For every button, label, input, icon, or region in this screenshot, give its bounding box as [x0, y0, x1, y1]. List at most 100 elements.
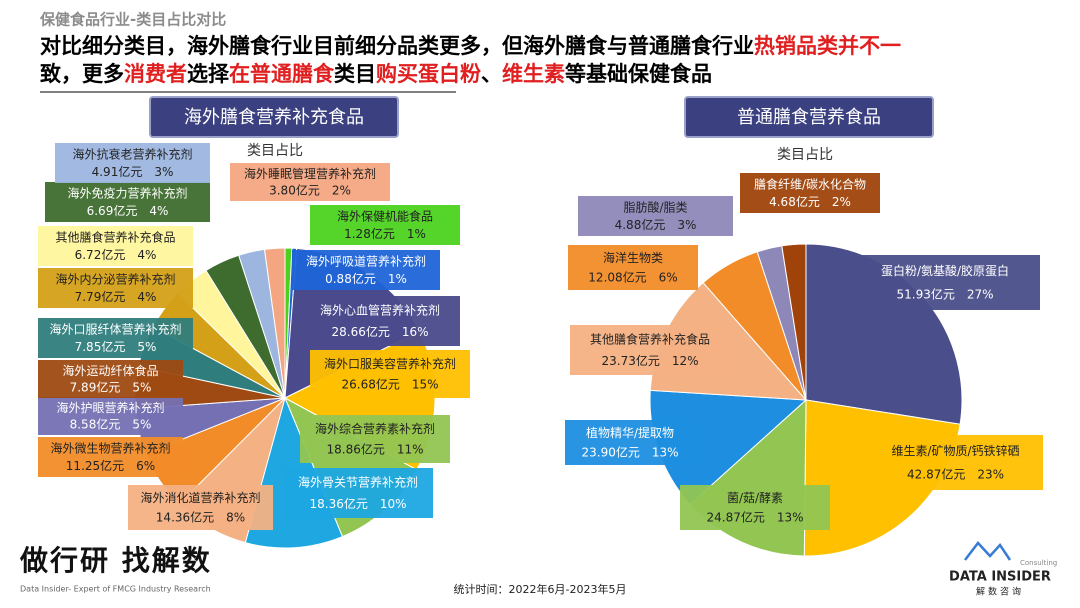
value-label: 7.79亿元: [75, 288, 126, 303]
label-box: [128, 485, 273, 530]
share-label: 4%: [149, 203, 168, 217]
headline: 对比细分类目，海外膳食行业目前细分品类更多，但海外膳食与普通膳食行业热销品类并不…: [40, 34, 901, 58]
slice-value: 8.58亿元 5%: [70, 416, 152, 431]
slice-value: 6.72亿元 4%: [75, 246, 157, 261]
headline-segment: 维生素: [502, 62, 565, 86]
headline-segment: 致，更多: [40, 62, 124, 86]
slice-value: 42.87亿元 23%: [907, 466, 1004, 481]
slice-name: 维生素/矿物质/钙铁锌硒: [891, 444, 1019, 458]
logo-sub: Consulting: [1020, 559, 1057, 567]
share-label: 2%: [332, 183, 351, 197]
share-label: 23%: [977, 467, 1004, 481]
label-box: [565, 420, 695, 465]
share-label: 27%: [967, 287, 994, 301]
value-label: 0.88亿元: [325, 270, 376, 285]
label-box: [310, 350, 470, 398]
slice-name: 海外睡眠管理营养补充剂: [244, 166, 376, 181]
share-label: 11%: [397, 442, 424, 456]
value-label: 4.88亿元: [615, 216, 666, 231]
value-label: 4.68亿元: [769, 193, 820, 208]
slice-name: 海外内分泌营养补充剂: [55, 272, 175, 287]
headline-segment: 类目: [334, 62, 376, 86]
slice-name: 海外口服纤体营养补充剂: [49, 322, 181, 337]
value-label: 6.72亿元: [75, 246, 126, 261]
value-label: 23.90亿元: [581, 444, 639, 459]
slice-name: 海外运动纤体食品: [62, 363, 158, 378]
pie-slice: [781, 243, 807, 401]
label-box: [578, 196, 733, 236]
slice-name: 海外骨关节营养补充剂: [298, 475, 418, 490]
slice-value: 24.87亿元 13%: [706, 509, 803, 524]
slice-value: 6.69亿元 4%: [87, 202, 169, 217]
slice-name: 海外消化道营养补充剂: [140, 490, 260, 505]
label-box: [300, 415, 450, 463]
share-label: 6%: [659, 270, 678, 284]
label-box: [300, 296, 460, 346]
slice-value: 51.93亿元 27%: [896, 286, 993, 301]
label-box: [570, 325, 730, 375]
label-box: [38, 397, 183, 435]
value-label: 18.86亿元: [326, 441, 384, 456]
label-box: [568, 245, 698, 290]
label-box: [283, 468, 433, 518]
label-box: [38, 226, 193, 266]
slice-value: 14.36亿元 8%: [156, 509, 245, 524]
headline-segment: 在普通膳食: [229, 62, 335, 86]
slice-name: 海外微生物营养补充剂: [50, 441, 170, 456]
label-box: [55, 143, 210, 183]
slice-value: 28.66亿元 16%: [331, 324, 428, 339]
slice-name: 海外保健机能食品: [337, 209, 433, 224]
slice-value: 1.28亿元 1%: [344, 225, 426, 240]
slice-name: 海外抗衰老营养补充剂: [72, 147, 192, 162]
chart-title-box: [684, 96, 934, 138]
label-box: [850, 255, 1040, 310]
headline-segment: 对比细分类目，海外膳食行业目前细分品类更多，但海外膳食与普通膳食行业: [40, 34, 754, 58]
share-label: 1%: [388, 271, 407, 285]
share-label: 16%: [402, 325, 429, 339]
label-box: [230, 163, 390, 201]
label-box: [38, 360, 183, 398]
value-label: 3.80亿元: [269, 182, 320, 197]
slice-name: 海洋生物类: [603, 250, 663, 265]
value-label: 18.36亿元: [309, 496, 367, 511]
share-label: 4%: [137, 289, 156, 303]
period: 统计时间：2022年6月-2023年5月: [454, 582, 627, 596]
slice-name: 其他膳食营养补充食品: [55, 230, 175, 245]
label-box: [38, 318, 193, 358]
slice-value: 11.25亿元 6%: [66, 457, 155, 472]
slice-value: 18.86亿元 11%: [326, 441, 423, 456]
slice-name: 海外免疫力营养补充剂: [67, 186, 187, 201]
label-box: [740, 173, 880, 213]
share-label: 8%: [226, 510, 245, 524]
slice-value: 0.88亿元 1%: [325, 270, 407, 285]
value-label: 24.87亿元: [706, 509, 764, 524]
share-label: 6%: [136, 458, 155, 472]
value-label: 14.36亿元: [156, 509, 214, 524]
value-label: 11.25亿元: [66, 457, 124, 472]
value-label: 6.69亿元: [87, 202, 138, 217]
label-box: [310, 205, 460, 245]
slice-name: 海外护眼营养补充剂: [56, 400, 164, 415]
slice-name: 植物精华/提取物: [586, 425, 674, 440]
chart-title-box: [149, 96, 399, 138]
category: 保健食品行业-类目占比对比: [39, 11, 226, 29]
slice-value: 7.85亿元 5%: [75, 338, 157, 353]
slice-value: 23.73亿元 12%: [601, 353, 698, 368]
headline-segment: 、: [481, 62, 502, 86]
slice-name: 海外口服美容营养补充剂: [324, 356, 456, 371]
label-box: [868, 435, 1043, 490]
headline-segment: 热销品类并不一: [754, 34, 901, 58]
logo-text: DATA INSIDER: [949, 570, 1051, 585]
slice-value: 3.80亿元 2%: [269, 182, 351, 197]
share-label: 10%: [380, 497, 407, 511]
label-box: [45, 182, 210, 222]
label-box: [680, 485, 830, 530]
share-label: 1%: [407, 226, 426, 240]
logo-cn: 解数咨询: [976, 586, 1024, 598]
slice-name: 菌/菇/酵素: [727, 491, 783, 505]
value-label: 1.28亿元: [344, 225, 395, 240]
slice-name: 其他膳食营养补充食品: [590, 332, 710, 347]
chart-title: 海外膳食营养补充食品: [184, 107, 364, 128]
slice-name: 海外综合营养素补充剂: [315, 421, 435, 436]
